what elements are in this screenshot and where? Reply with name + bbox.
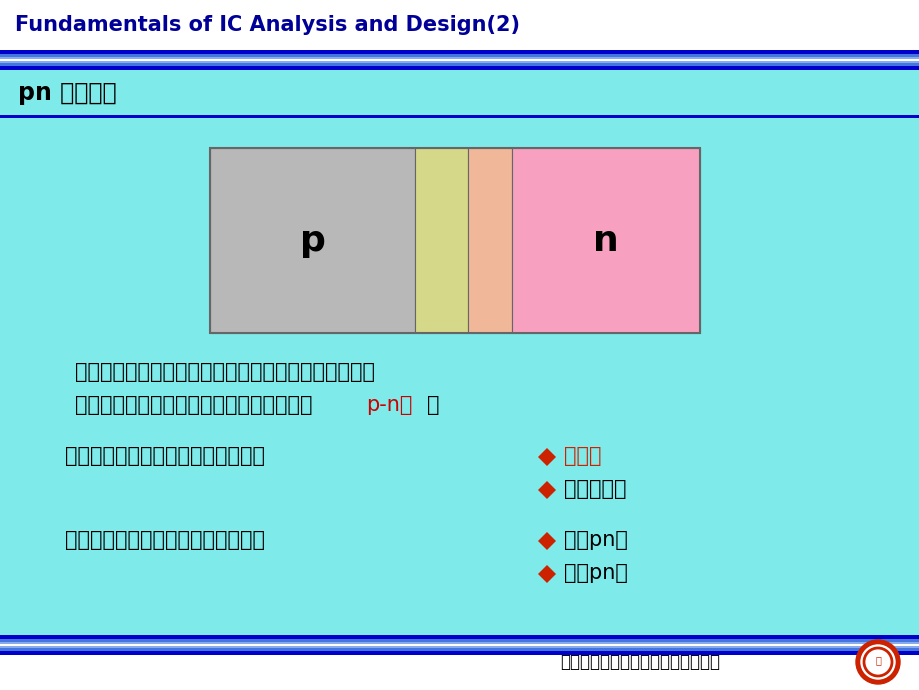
Text: 根据结两边的材料不同，可划分为：: 根据结两边的材料不同，可划分为： (65, 530, 265, 550)
Bar (0, 646, 919, 648)
Bar (0, 642, 919, 644)
Text: Fundamentals of IC Analysis and Design(2): Fundamentals of IC Analysis and Design(2… (15, 15, 519, 35)
Text: pn 结的结构: pn 结的结构 (18, 81, 117, 104)
Text: 。: 。 (426, 395, 439, 415)
Text: 大: 大 (874, 655, 880, 665)
Bar (0, 648, 919, 651)
Text: n: n (593, 224, 618, 257)
Bar (0, 61, 919, 63)
Bar (0, 54, 919, 57)
Bar (0, 70, 919, 115)
Text: 同质pn结: 同质pn结 (563, 530, 627, 550)
Text: 通过控制施主与受主浓度的办法，形成分别以电子和空: 通过控制施主与受主浓度的办法，形成分别以电子和空 (75, 362, 375, 382)
Circle shape (860, 645, 894, 679)
Bar (0, 115, 919, 118)
Text: 材料与能源学院微电子材料与工程系: 材料与能源学院微电子材料与工程系 (560, 653, 720, 671)
Bar (512, 148, 699, 333)
Bar (0, 50, 919, 54)
Bar (414, 148, 468, 333)
Polygon shape (538, 448, 555, 466)
Polygon shape (538, 565, 555, 583)
Circle shape (855, 640, 899, 684)
Bar (0, 651, 919, 655)
Polygon shape (538, 532, 555, 550)
Bar (0, 57, 919, 59)
Text: 异质pn结: 异质pn结 (563, 563, 627, 583)
Bar (0, 66, 919, 70)
Text: 根据杂质浓度的分布，可以划分为：: 根据杂质浓度的分布，可以划分为： (65, 446, 265, 466)
Bar (0, 63, 919, 66)
Bar (0, 655, 919, 690)
Bar (210, 148, 414, 333)
Bar (0, 639, 919, 642)
Bar (0, 0, 919, 50)
Bar (0, 59, 919, 61)
Text: p-n结: p-n结 (366, 395, 412, 415)
Text: 穴为主的两种导电区域，其交界处即被称为: 穴为主的两种导电区域，其交界处即被称为 (75, 395, 312, 415)
Text: 线形缓变结: 线形缓变结 (563, 479, 626, 499)
Bar (468, 148, 512, 333)
Bar (0, 635, 919, 639)
Text: p: p (300, 224, 325, 257)
Polygon shape (538, 481, 555, 499)
Bar (210, 148, 699, 333)
Text: 突变结: 突变结 (563, 446, 601, 466)
Bar (0, 644, 919, 646)
Bar (0, 118, 919, 635)
